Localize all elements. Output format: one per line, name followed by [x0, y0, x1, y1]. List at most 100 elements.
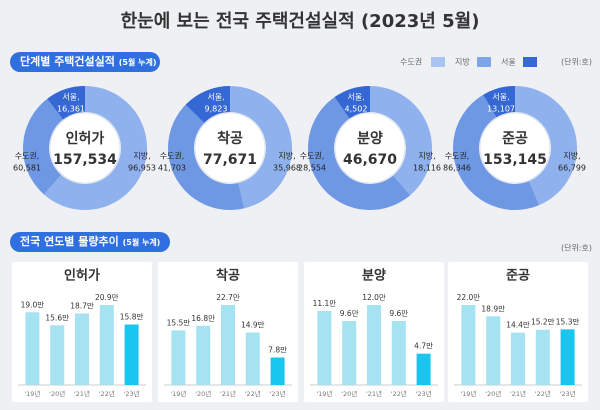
bar — [270, 357, 285, 385]
donut-segment — [47, 86, 85, 120]
bar — [342, 321, 357, 385]
value-label: 15.5만 — [167, 318, 191, 327]
title-date: (2023년 5월) — [361, 11, 479, 32]
unit-note: (단위:호) — [561, 243, 592, 253]
x-tick-label: '20년 — [485, 389, 501, 398]
bar — [75, 313, 89, 385]
x-tick-label: '20년 — [341, 389, 357, 398]
donut-segment — [185, 86, 230, 123]
segment-value: 86,346 — [443, 164, 471, 173]
x-tick-label: '23년 — [560, 389, 576, 398]
panel — [448, 262, 588, 402]
value-label: 22.7만 — [216, 293, 240, 302]
bar — [50, 325, 65, 385]
value-label: 15.8만 — [120, 313, 144, 322]
donut-segment — [307, 86, 411, 210]
bar — [535, 329, 550, 385]
value-label: 11.1만 — [313, 299, 337, 308]
segment-name: 수도권, — [15, 151, 40, 161]
segment-value: 41,703 — [158, 164, 186, 173]
x-tick-label: '21년 — [220, 389, 236, 398]
value-label: 9.6만 — [340, 309, 359, 318]
donut-segment — [515, 86, 577, 206]
segment-name: 서울, — [492, 93, 509, 102]
value-label: 14.4만 — [506, 321, 530, 330]
value-label: 15.3만 — [556, 317, 580, 326]
segment-name: 서울, — [62, 93, 79, 102]
legend-label: 지방 — [455, 57, 470, 67]
bar — [99, 305, 114, 385]
x-tick-label: '19년 — [316, 389, 332, 398]
donut-total: 46,670 — [343, 152, 397, 168]
donut-segment — [483, 86, 515, 118]
legend-swatch — [523, 57, 537, 67]
x-tick-label: '19년 — [24, 389, 40, 398]
x-tick-label: '21년 — [366, 389, 382, 398]
donut-segment — [230, 86, 293, 209]
bar — [486, 316, 501, 385]
bar — [171, 330, 186, 385]
segment-value: 28,554 — [298, 164, 326, 173]
segment-name: 지방, — [563, 151, 580, 161]
bar — [124, 324, 139, 385]
section-heading: 단계별 주택건설실적 (5월 누계) — [20, 54, 157, 68]
bar — [416, 353, 431, 385]
x-tick-label: '22년 — [245, 389, 261, 398]
donut-center — [334, 112, 406, 184]
segment-value: 9,823 — [205, 105, 228, 114]
value-label: 7.8만 — [268, 346, 287, 355]
value-label: 14.9만 — [241, 320, 265, 329]
donut-center — [49, 112, 121, 184]
donut-segment — [370, 86, 432, 196]
segment-value: 18,116 — [413, 164, 441, 173]
segment-value: 35,968 — [273, 164, 301, 173]
donut-title: 착공 — [217, 130, 243, 147]
x-tick-label: '20년 — [49, 389, 65, 398]
x-tick-label: '23년 — [124, 389, 140, 398]
x-tick-label: '23년 — [416, 389, 432, 398]
donut-segment — [168, 86, 245, 210]
donut-segment — [453, 86, 540, 211]
value-label: 18.7만 — [70, 301, 94, 310]
bar — [560, 329, 575, 385]
donut-center — [479, 112, 551, 184]
heading-note: (5월 누계) — [123, 237, 161, 247]
donut-center — [194, 112, 266, 184]
page-title: 한눈에 보는 전국 주택건설실적 (2023년 5월) — [121, 11, 480, 32]
value-label: 22.0만 — [457, 293, 481, 302]
legend-swatch — [477, 57, 491, 67]
segment-value: 66,799 — [558, 164, 586, 173]
heading-text: 단계별 주택건설실적 — [20, 54, 115, 68]
bar — [367, 305, 381, 385]
segment-name: 지방, — [133, 151, 150, 161]
section-pill — [10, 52, 160, 72]
x-tick-label: '22년 — [535, 389, 551, 398]
segment-value: 4,502 — [345, 105, 368, 114]
panel-title: 인허가 — [64, 268, 100, 284]
bar — [391, 321, 406, 385]
segment-name: 수도권, — [445, 151, 470, 161]
legend-label: 수도권 — [400, 57, 422, 67]
title-text: 한눈에 보는 전국 주택건설실적 — [121, 11, 355, 32]
segment-value: 96,953 — [128, 164, 156, 173]
heading-text: 전국 연도별 물량추이 — [20, 234, 119, 248]
panel-title: 착공 — [216, 268, 240, 284]
segment-name: 수도권, — [300, 151, 325, 161]
section-pill — [10, 232, 170, 252]
x-tick-label: '22년 — [99, 389, 115, 398]
panel-title: 준공 — [506, 269, 530, 284]
donut-total: 77,671 — [203, 152, 257, 168]
section-heading: 전국 연도별 물량추이 (5월 누계) — [20, 234, 160, 248]
donut-segment — [334, 86, 370, 119]
x-tick-label: '22년 — [391, 389, 407, 398]
segment-name: 서울, — [207, 93, 224, 102]
donut-total: 153,145 — [483, 152, 547, 168]
value-label: 9.6만 — [389, 309, 408, 318]
x-tick-label: '21년 — [74, 389, 90, 398]
unit-note: (단위:호) — [561, 57, 592, 67]
legend-label: 서울 — [501, 58, 516, 67]
bar — [196, 325, 211, 385]
donut-segment — [43, 86, 148, 211]
